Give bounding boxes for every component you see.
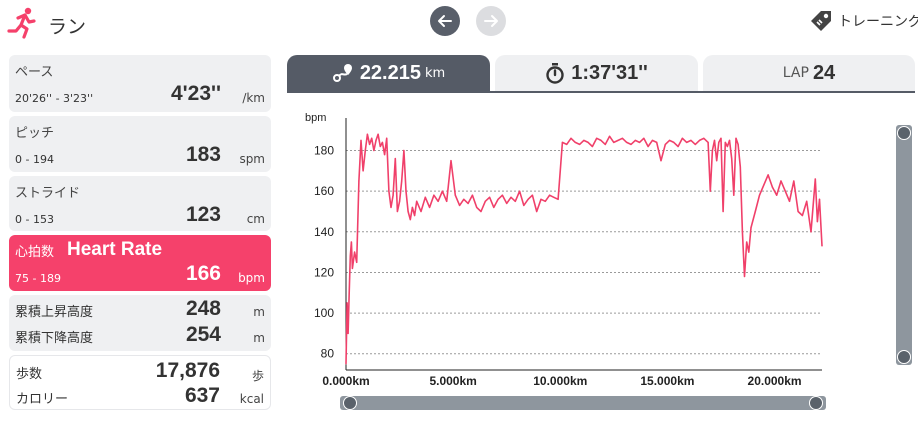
page-title: ラン — [48, 16, 87, 38]
distance-unit: km — [424, 65, 446, 81]
ascent-label: 累積上昇高度 — [15, 305, 94, 320]
pace-label: ペース — [15, 65, 54, 80]
calories-unit: kcal — [239, 392, 264, 406]
forward-button[interactable] — [476, 6, 506, 36]
elevation-card[interactable]: 累積上昇高度 248 m 累積下降高度 254 m — [9, 295, 271, 351]
heart-rate-label: 心拍数 — [15, 245, 55, 260]
horizontal-zoom-left-handle[interactable] — [343, 396, 357, 410]
tab-distance[interactable]: 22.215 km — [287, 55, 490, 91]
vertical-zoom-scrollbar[interactable] — [896, 125, 912, 365]
steps-unit: 歩 — [251, 369, 264, 383]
horizontal-zoom-right-handle[interactable] — [809, 396, 823, 410]
lap-value: 24 — [812, 61, 836, 84]
heart-rate-value: 166 — [185, 262, 221, 285]
training-tag-button[interactable]: トレーニング — [808, 8, 918, 34]
lap-label: LAP — [782, 65, 809, 81]
stride-value: 123 — [185, 203, 221, 226]
stopwatch-icon — [546, 63, 564, 84]
time-value: 1:37'31'' — [571, 61, 648, 84]
ascent-value: 248 — [185, 297, 221, 320]
descent-value: 254 — [185, 323, 221, 346]
pace-value: 4'23'' — [170, 82, 221, 105]
route-icon — [332, 64, 352, 82]
heart-rate-card[interactable]: 心拍数 Heart Rate 75 - 189 166 bpm — [9, 235, 271, 291]
pitch-label: ピッチ — [15, 126, 55, 141]
descent-label: 累積下降高度 — [15, 331, 94, 346]
steps-calories-card: 歩数 17,876 歩 カロリー 637 kcal — [9, 355, 271, 410]
arrow-left-icon — [438, 15, 452, 27]
tab-time[interactable]: 1:37'31'' — [495, 55, 698, 91]
stride-label: ストライド — [15, 186, 81, 201]
heart-rate-unit: bpm — [238, 271, 265, 285]
pitch-range: 0 - 194 — [15, 153, 54, 166]
horizontal-zoom-scrollbar[interactable] — [340, 396, 826, 410]
training-label: トレーニング — [838, 14, 918, 30]
steps-label: 歩数 — [16, 367, 43, 382]
calories-label: カロリー — [16, 392, 69, 407]
descent-unit: m — [253, 331, 265, 345]
pitch-card[interactable]: ピッチ 0 - 194 183 spm — [9, 116, 271, 172]
ascent-unit: m — [253, 305, 265, 319]
heart-rate-chart-panel — [287, 91, 915, 423]
stride-range: 0 - 153 — [15, 213, 54, 226]
heart-rate-label-en: Heart Rate — [67, 239, 163, 260]
steps-value: 17,876 — [155, 359, 220, 382]
pace-unit: /km — [242, 91, 265, 105]
pitch-value: 183 — [185, 143, 221, 166]
vertical-zoom-bottom-handle[interactable] — [897, 350, 911, 364]
calories-value: 637 — [184, 384, 220, 407]
vertical-zoom-top-handle[interactable] — [897, 126, 911, 140]
arrow-right-icon — [484, 15, 498, 27]
running-icon — [7, 7, 36, 39]
tab-lap[interactable]: LAP 24 — [703, 55, 915, 91]
pace-range: 20'26'' - 3'23'' — [15, 92, 94, 105]
distance-value: 22.215 — [359, 61, 421, 84]
heart-rate-range: 75 - 189 — [15, 272, 61, 285]
pitch-unit: spm — [239, 152, 265, 166]
pace-card[interactable]: ペース 20'26'' - 3'23'' 4'23'' /km — [9, 55, 271, 112]
stride-unit: cm — [246, 212, 265, 226]
tag-icon — [811, 11, 831, 31]
back-button[interactable] — [430, 6, 460, 36]
stride-card[interactable]: ストライド 0 - 153 123 cm — [9, 176, 271, 231]
